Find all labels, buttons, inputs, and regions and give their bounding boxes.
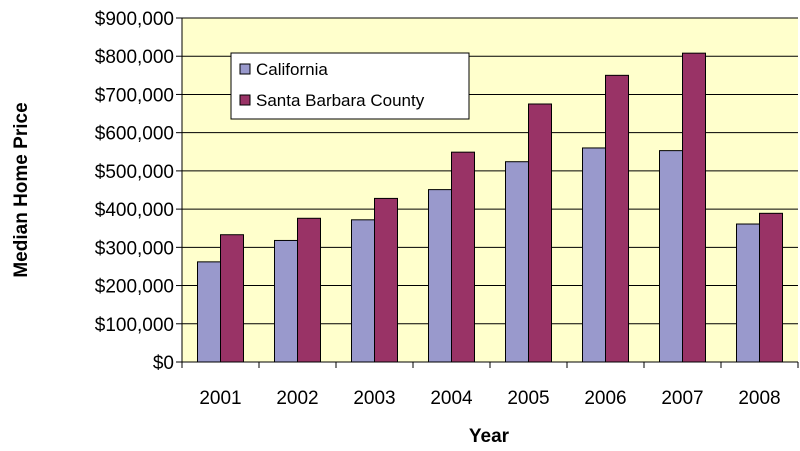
bar-santa-barbara-county-2002 <box>297 217 321 363</box>
x-tick-label: 2007 <box>661 388 703 409</box>
x-tick-label: 2006 <box>584 388 626 409</box>
legend: California Santa Barbara County <box>230 52 470 120</box>
bar-california-2007 <box>659 150 683 363</box>
y-tick-label: $800,000 <box>95 47 174 68</box>
axes <box>176 17 799 368</box>
y-tick-labels: $0 $100,000 $200,000 $300,000 $400,000 $500,0… <box>95 9 174 374</box>
x-tick-label: 2005 <box>507 388 549 409</box>
y-tick-label: $500,000 <box>95 162 174 183</box>
x-tick-label: 2004 <box>430 388 473 409</box>
bar-california-2004 <box>428 189 452 363</box>
y-tick-label: $700,000 <box>95 85 174 106</box>
x-tick-labels: 2001 2002 2003 2004 2005 2006 2007 2008 <box>199 388 780 409</box>
y-tick-label: $0 <box>153 353 174 374</box>
bar-california-2003 <box>351 219 375 363</box>
bar-santa-barbara-county-2005 <box>528 103 552 363</box>
bar-santa-barbara-county-2007 <box>682 52 706 363</box>
x-tick-label: 2002 <box>276 388 318 409</box>
bar-california-2008 <box>736 223 760 363</box>
bar-santa-barbara-county-2003 <box>374 197 398 363</box>
legend-swatch-california <box>239 63 251 75</box>
legend-label-santa-barbara-county: Santa Barbara County <box>256 91 425 110</box>
legend-swatch-santa-barbara-county <box>239 94 251 106</box>
bar-santa-barbara-county-2004 <box>451 151 475 363</box>
y-tick-label: $200,000 <box>95 277 174 298</box>
x-tick-label: 2001 <box>199 388 241 409</box>
bars <box>197 52 783 363</box>
bar-california-2002 <box>274 239 298 363</box>
y-tick-label: $100,000 <box>95 315 174 336</box>
x-tick-label: 2003 <box>353 388 395 409</box>
bar-santa-barbara-county-2006 <box>605 74 629 363</box>
y-tick-label: $400,000 <box>95 200 174 221</box>
y-tick-label: $300,000 <box>95 238 174 259</box>
bar-santa-barbara-county-2008 <box>759 212 783 363</box>
bar-santa-barbara-county-2001 <box>220 234 244 363</box>
x-axis-title: Year <box>469 426 510 447</box>
x-tick-label: 2008 <box>738 388 780 409</box>
bar-california-2006 <box>582 147 606 363</box>
y-tick-label: $600,000 <box>95 124 174 145</box>
bar-california-2001 <box>197 261 221 363</box>
legend-label-california: California <box>256 60 328 79</box>
y-tick-label: $900,000 <box>95 9 174 30</box>
bar-california-2005 <box>505 161 529 363</box>
y-axis-title: Median Home Price <box>11 102 32 277</box>
legend-box <box>230 52 470 120</box>
